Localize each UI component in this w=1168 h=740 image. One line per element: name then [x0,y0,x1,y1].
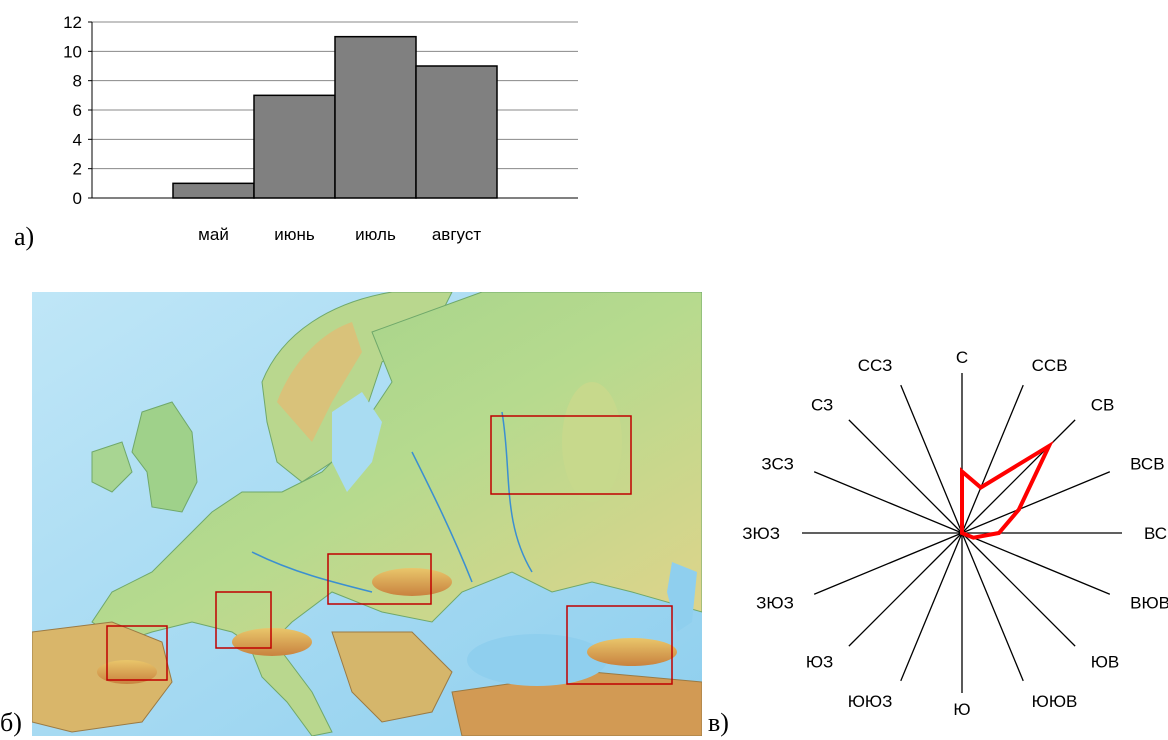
rose-axis [848,532,963,647]
bar-июль [334,35,417,199]
panel-c-label: в) [708,708,729,737]
rose-axis [961,532,1024,682]
direction-label: ЗЮЗ [742,524,780,543]
rose-axis [813,532,963,595]
x-tick-label: июнь [274,225,315,244]
rose-axis [900,532,963,682]
y-tick-label: 0 [73,189,82,208]
map-highlight-pyrenees [106,625,168,681]
wind-rose-chart: С ССВ СВ ВСВ ВСВ ВЮВ ЮВ ЮЮВ Ю ЮЮЗ ЮЗ ЗЮЗ ЗЮЗ ЗСЗ СЗ ССЗ [742,348,1168,719]
bar-chart: 0 2 4 6 8 10 12 май июнь июль август [63,13,578,244]
direction-label: СВ [1091,395,1115,414]
panel-a-label: а) [14,222,35,251]
direction-label: ССВ [1032,356,1068,375]
y-tick-label: 8 [73,72,82,91]
wind-frequency-line [960,440,1054,540]
rose-axis [961,532,1076,647]
direction-label: ЮВ [1091,653,1120,672]
rose-axis [961,419,1076,534]
x-tick-label: май [198,225,229,244]
y-tick-label: 6 [73,101,82,120]
direction-label: ЗСЗ [761,454,793,473]
europe-map [32,292,702,736]
y-tick-label: 12 [63,13,82,32]
bar-май [172,182,255,199]
map-highlight-caucasus [566,605,673,685]
rose-axis [813,471,963,534]
direction-label: ВСВ [1130,454,1164,473]
y-tick-label: 10 [63,42,82,61]
rose-axis [961,384,1024,534]
x-tick-label: июль [355,225,396,244]
direction-label: Ю [953,700,970,719]
direction-label: ЮЮВ [1032,692,1078,711]
rose-axis [900,384,963,534]
rose-axis [961,532,1111,595]
direction-label: ССЗ [858,356,893,375]
y-tick-label: 2 [73,160,82,179]
y-tick-label: 4 [73,130,82,149]
map-highlight-east-european-plain [490,415,632,495]
bar-июнь [253,94,336,199]
direction-label: ЮЮЗ [848,692,893,711]
direction-label: ВСВ [1144,524,1168,543]
rose-axis [961,471,1111,534]
panel-b-label: б) [0,708,22,737]
direction-label: ВЮВ [1130,594,1168,613]
x-tick-label: август [432,225,481,244]
direction-label: ЗЮЗ [756,594,794,613]
bar-август [415,65,498,199]
direction-label: ЮЗ [806,653,833,672]
map-highlight-alps [215,591,272,649]
rose-axis [848,419,963,534]
direction-label: СЗ [811,395,833,414]
direction-label: С [956,348,968,367]
map-highlight-carpathians [327,553,432,605]
